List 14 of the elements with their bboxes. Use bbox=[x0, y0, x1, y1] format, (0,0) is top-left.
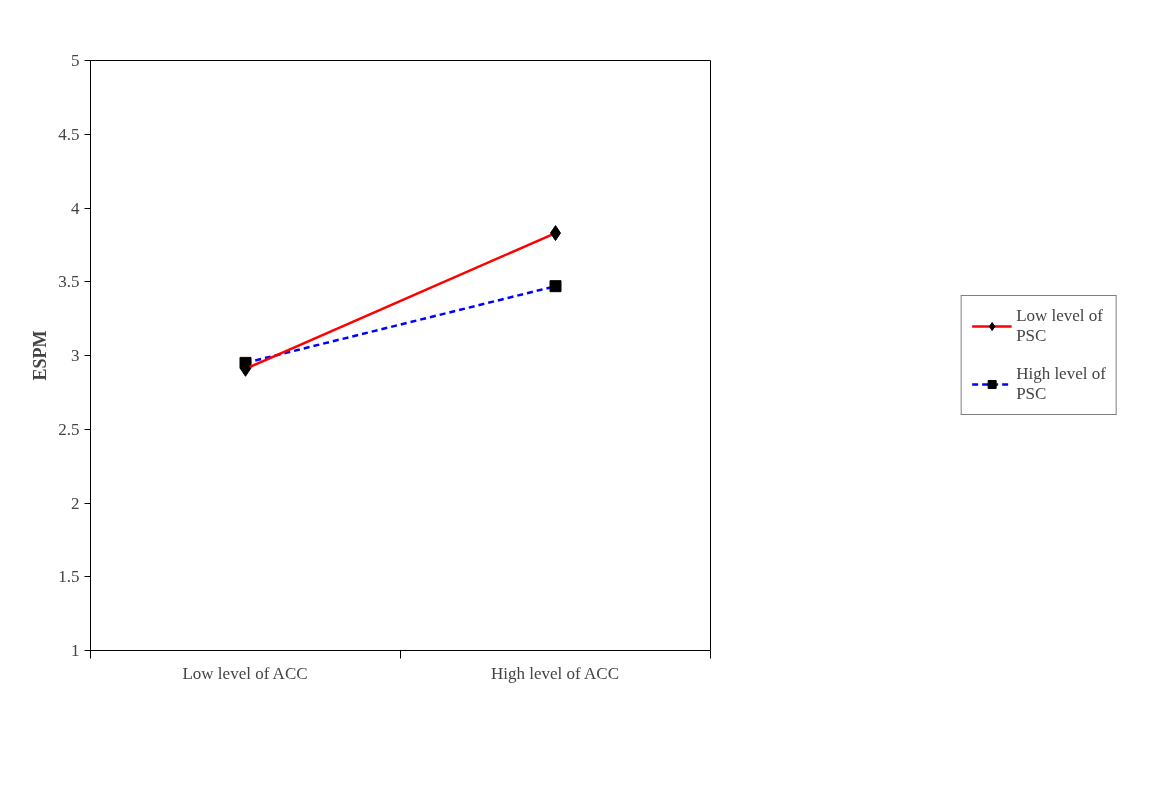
y-tick-label: 2 bbox=[71, 493, 80, 513]
y-tick-label: 3.5 bbox=[58, 272, 80, 292]
y-tick-label: 1.5 bbox=[58, 567, 80, 587]
y-axis-title: ESPM bbox=[30, 330, 51, 381]
y-tick-label: 4.5 bbox=[58, 124, 80, 144]
legend-label: High level of PSC bbox=[1016, 364, 1106, 404]
y-tick-label: 1 bbox=[71, 641, 80, 660]
y-tick-label: 3 bbox=[71, 346, 80, 365]
x-tick-label: High level of ACC bbox=[491, 663, 620, 683]
y-tick-label: 5 bbox=[71, 51, 80, 70]
legend-label: Low level of PSC bbox=[1016, 306, 1104, 346]
x-tick-label: Low level of ACC bbox=[182, 663, 308, 683]
y-tick-label: 2.5 bbox=[58, 419, 80, 439]
y-tick-label: 4 bbox=[71, 198, 80, 218]
